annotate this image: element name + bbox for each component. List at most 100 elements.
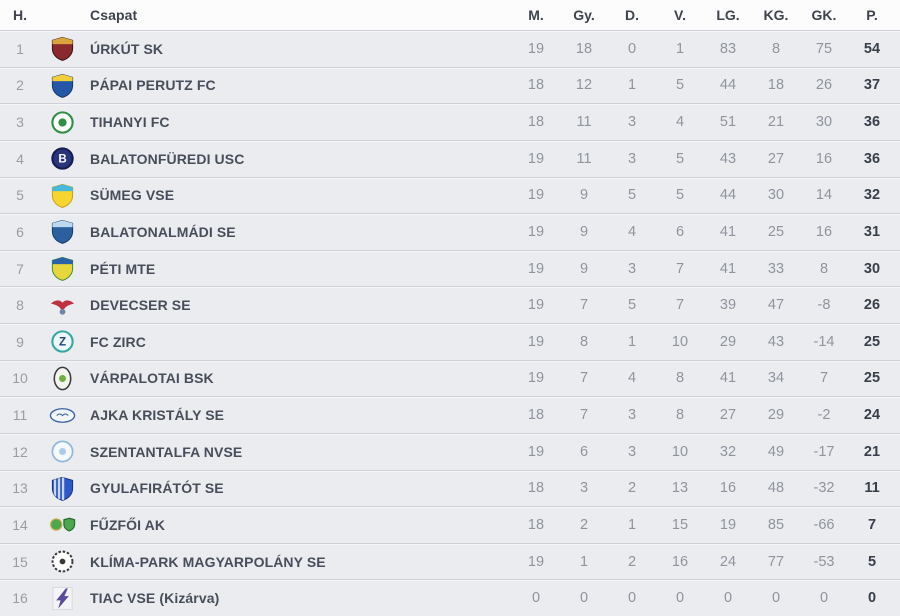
team-name[interactable]: TIAC VSE (Kizárva)	[90, 590, 220, 607]
goals-against-cell: 47	[767, 297, 785, 314]
team-name[interactable]: TIHANYI FC	[90, 114, 170, 131]
goals-against-cell: 0	[771, 590, 781, 607]
balatonalmadi-se-crest	[40, 218, 84, 245]
table-row[interactable]: 2 PÁPAI PERUTZ FC 18 12 1 5 44 18 26 37	[0, 66, 900, 104]
goal-diff-cell: 8	[819, 260, 829, 277]
goals-against-cell: 25	[767, 223, 785, 240]
header-goals-against: KG.	[763, 7, 789, 23]
wins-cell: 3	[579, 480, 589, 497]
goals-for-cell: 29	[719, 333, 737, 350]
wins-cell: 6	[579, 443, 589, 460]
goals-against-cell: 33	[767, 260, 785, 277]
matches-cell: 19	[527, 333, 545, 350]
goal-diff-cell: -2	[817, 407, 831, 424]
header-draws: D.	[625, 7, 639, 23]
goal-diff-cell: 30	[815, 114, 833, 131]
table-row[interactable]: 16 TIAC VSE (Kizárva) 0 0 0 0 0 0 0 0	[0, 579, 900, 616]
team-name[interactable]: BALATONALMÁDI SE	[90, 223, 236, 240]
team-name[interactable]: KLÍMA-PARK MAGYARPOLÁNY SE	[90, 553, 326, 570]
team-name[interactable]: SÜMEG VSE	[90, 187, 175, 204]
points-cell: 26	[863, 297, 881, 314]
position-cell: 7	[16, 260, 24, 277]
table-row[interactable]: 15 KLÍMA-PARK MAGYARPOLÁNY SE 19 1 2 16 …	[0, 542, 900, 580]
points-cell: 36	[863, 114, 881, 131]
table-row[interactable]: 5 SÜMEG VSE 19 9 5 5 44 30 14 32	[0, 176, 900, 214]
wins-cell: 11	[576, 150, 592, 167]
table-row[interactable]: 4 B BALATONFÜREDI USC 19 11 3 5 43 27 16…	[0, 139, 900, 177]
team-name[interactable]: BALATONFÜREDI USC	[90, 150, 245, 167]
wins-cell: 1	[579, 553, 589, 570]
draws-cell: 2	[627, 553, 637, 570]
points-cell: 37	[863, 77, 881, 94]
position-cell: 10	[12, 370, 28, 387]
matches-cell: 19	[527, 223, 545, 240]
goals-against-cell: 27	[767, 150, 785, 167]
points-cell: 32	[863, 187, 881, 204]
wins-cell: 8	[579, 333, 589, 350]
table-row[interactable]: 9 Z FC ZIRC 19 8 1 10 29 43 -14 25	[0, 323, 900, 360]
points-cell: 0	[867, 590, 877, 607]
table-row[interactable]: 6 BALATONALMÁDI SE 19 9 4 6 41 25 16 31	[0, 213, 900, 250]
goal-diff-cell: 75	[815, 40, 833, 57]
team-name[interactable]: AJKA KRISTÁLY SE	[90, 407, 225, 424]
losses-cell: 5	[675, 77, 685, 94]
table-row[interactable]: 14 FŰZFŐI AK 18 2 1 15 19 85 -66 7	[0, 506, 900, 543]
wins-cell: 11	[576, 114, 592, 131]
table-row[interactable]: 7 PÉTI MTE 19 9 3 7 41 33 8 30	[0, 249, 900, 287]
matches-cell: 18	[527, 77, 545, 94]
table-row[interactable]: 3 TIHANYI FC 18 11 3 4 51 21 30 36	[0, 103, 900, 140]
goal-diff-cell: 7	[819, 370, 829, 387]
matches-cell: 18	[527, 480, 545, 497]
header-wins: Gy.	[573, 7, 595, 23]
position-cell: 11	[12, 407, 28, 424]
wins-cell: 12	[575, 77, 593, 94]
goal-diff-cell: 26	[815, 77, 833, 94]
tihanyi-fc-crest	[40, 109, 84, 136]
goals-for-cell: 16	[719, 480, 737, 497]
wins-cell: 7	[579, 297, 589, 314]
losses-cell: 15	[671, 516, 689, 533]
goal-diff-cell: -66	[813, 516, 835, 533]
losses-cell: 7	[675, 297, 685, 314]
draws-cell: 1	[627, 77, 637, 94]
wins-cell: 2	[579, 516, 589, 533]
losses-cell: 13	[671, 480, 689, 497]
table-row[interactable]: 11 AJKA KRISTÁLY SE 18 7 3 8 27 29 -2 24	[0, 396, 900, 433]
table-header-row: H. Csapat M. Gy. D. V. LG. KG. GK. P.	[0, 0, 900, 30]
position-cell: 16	[12, 590, 28, 607]
team-name[interactable]: DEVECSER SE	[90, 297, 191, 314]
draws-cell: 4	[627, 370, 637, 387]
team-name[interactable]: SZENTANTALFA NVSE	[90, 443, 243, 460]
team-name[interactable]: PÁPAI PERUTZ FC	[90, 77, 216, 94]
points-cell: 54	[863, 40, 881, 57]
goals-for-cell: 44	[719, 187, 737, 204]
goal-diff-cell: 16	[815, 150, 833, 167]
header-losses: V.	[674, 7, 686, 23]
team-name[interactable]: FŰZFŐI AK	[90, 516, 166, 533]
table-row[interactable]: 8 DEVECSER SE 19 7 5 7 39 47 -8 26	[0, 286, 900, 323]
table-row[interactable]: 13 GYULAFIRÁTÓT SE 18 3 2 13 16 48 -32 1…	[0, 469, 900, 507]
team-name[interactable]: FC ZIRC	[90, 333, 146, 350]
table-row[interactable]: 1 ÚRKÚT SK 19 18 0 1 83 8 75 54	[0, 30, 900, 67]
goal-diff-cell: -14	[813, 333, 835, 350]
team-name[interactable]: PÉTI MTE	[90, 260, 156, 277]
points-cell: 5	[867, 553, 877, 570]
matches-cell: 19	[527, 297, 545, 314]
position-cell: 13	[12, 480, 28, 497]
draws-cell: 0	[627, 590, 637, 607]
draws-cell: 4	[627, 223, 637, 240]
team-name[interactable]: ÚRKÚT SK	[90, 40, 164, 57]
wins-cell: 0	[579, 590, 589, 607]
table-row[interactable]: 10 VÁRPALOTAI BSK 19 7 4 8 41 34 7 25	[0, 359, 900, 397]
team-name[interactable]: GYULAFIRÁTÓT SE	[90, 480, 224, 497]
devecser-se-crest	[40, 292, 84, 319]
position-cell: 5	[16, 187, 24, 204]
goals-for-cell: 24	[719, 553, 737, 570]
wins-cell: 9	[579, 187, 589, 204]
team-name[interactable]: VÁRPALOTAI BSK	[90, 370, 214, 387]
position-cell: 12	[12, 443, 28, 460]
draws-cell: 1	[627, 516, 637, 533]
draws-cell: 1	[627, 333, 637, 350]
table-row[interactable]: 12 SZENTANTALFA NVSE 19 6 3 10 32 49 -17…	[0, 432, 900, 470]
points-cell: 36	[863, 150, 881, 167]
